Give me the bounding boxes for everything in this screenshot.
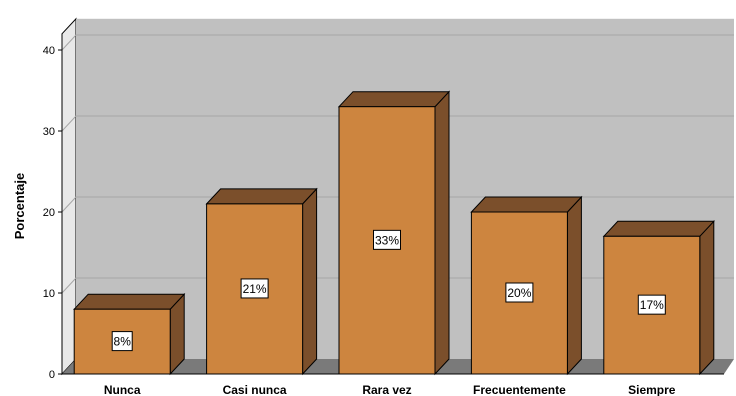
bars: 8% 21% 33% 20% 17% [73, 90, 715, 376]
data-label-box [505, 282, 534, 303]
y-tick-label: 10 [43, 288, 55, 300]
bar-group: 33% [337, 90, 451, 376]
bar [603, 235, 701, 375]
data-label-box [637, 294, 666, 315]
data-label: 17% [640, 298, 664, 312]
bar-group: 8% [73, 292, 186, 376]
data-label-box [373, 229, 401, 250]
x-tick-label: Frecuentemente [473, 383, 566, 396]
data-label: 20% [507, 286, 531, 300]
y-tick-label: 30 [43, 126, 55, 138]
bar-top [470, 196, 583, 213]
data-label-box [240, 278, 269, 299]
data-label: 21% [243, 282, 267, 296]
bar-side [434, 90, 450, 376]
bar-top [205, 188, 318, 205]
y-axis-label: Porcentaje [12, 173, 27, 239]
x-axis: Nunca Casi nunca Rara vez Frecuentemente Sie… [62, 373, 724, 396]
gridline-wall [61, 196, 77, 213]
gridline-wall [61, 34, 77, 51]
x-tick-label: Casi nunca [223, 383, 287, 396]
x-tick-label: Nunca [104, 383, 141, 396]
bar-group: 21% [205, 187, 318, 376]
y-tick-label: 20 [43, 207, 55, 219]
x-tick-label: Rara vez [362, 383, 411, 396]
bar-side [699, 220, 715, 376]
bar-top [73, 293, 186, 310]
data-label: 33% [375, 233, 399, 247]
x-tick-label: Siempre [628, 383, 676, 396]
data-label: 8% [114, 335, 132, 349]
gridline-wall [61, 277, 77, 294]
y-tick-label: 40 [43, 45, 55, 57]
y-tick-label: 0 [49, 369, 55, 381]
bar-side [302, 187, 318, 376]
bar-top [602, 220, 715, 237]
gridline-wall [61, 115, 77, 132]
bar-group: 17% [602, 220, 715, 376]
data-label-box [111, 331, 133, 352]
bar-side [566, 195, 582, 376]
bar-top [337, 91, 451, 108]
y-axis: 0 10 20 30 40 [43, 33, 63, 381]
bar-group: 20% [470, 195, 583, 376]
